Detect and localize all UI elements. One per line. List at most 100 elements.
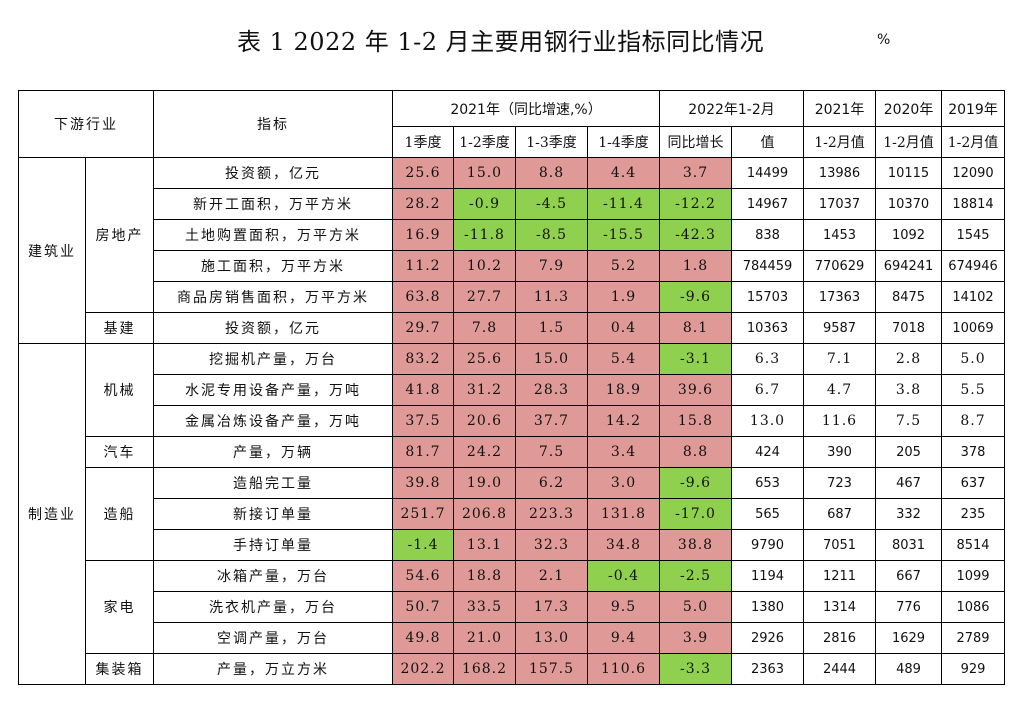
value-cell-v2021: 2816 (803, 622, 877, 654)
value-cell-v2019: 12090 (941, 157, 1006, 189)
growth-cell-q13: 157.5 (515, 653, 588, 685)
value-cell-v2021: 723 (803, 467, 877, 499)
growth-cell-yoy: 5.0 (659, 591, 733, 623)
growth-cell-q13: -4.5 (515, 188, 588, 220)
table-row: 造船 造船完工量 39.8 19.0 6.2 3.0 -9.6 653 723 467 637 (19, 467, 1006, 561)
growth-cell-q12: 7.8 (453, 312, 516, 344)
growth-cell-q13: 17.3 (515, 591, 588, 623)
growth-cell-q14: 3.0 (586, 467, 661, 499)
value-cell-v2020: 332 (875, 498, 943, 530)
growth-cell-q14: -15.5 (586, 219, 661, 251)
growth-cell-q14: 34.8 (586, 529, 661, 561)
growth-cell-yoy: 8.1 (659, 312, 733, 344)
growth-cell-q14: 110.6 (586, 653, 661, 685)
growth-cell-q13: 15.0 (515, 343, 588, 375)
value-cell-v2020: 8475 (875, 281, 943, 313)
value-cell-v2019: 1099 (941, 560, 1006, 592)
table-row: 家电 冰箱产量，万台 54.6 18.8 2.1 -0.4 -2.5 1194 1211 667 1… (19, 560, 1006, 654)
indicator-cell: 洗衣机产量，万台 (153, 591, 393, 623)
table-row: 汽车 产量，万辆 81.7 24.2 7.5 3.4 8.8 424 390 205 378 (19, 436, 1006, 468)
growth-cell-q14: 9.4 (586, 622, 661, 654)
growth-cell-yoy: 3.9 (659, 622, 733, 654)
value-cell-val: 14499 (731, 157, 805, 189)
value-cell-v2020: 489 (875, 653, 943, 685)
growth-cell-q13: 28.3 (515, 374, 588, 406)
indicator-cell: 产量，万立方米 (153, 653, 393, 685)
indicator-cell: 产量，万辆 (153, 436, 393, 468)
value-cell-v2021: 1453 (803, 219, 877, 251)
subcategory-cell: 基建 (85, 312, 154, 344)
value-cell-v2019: 1545 (941, 219, 1006, 251)
indicator-cell: 冰箱产量，万台 (153, 560, 393, 592)
value-cell-v2019: 18814 (941, 188, 1006, 220)
value-cell-v2020: 1092 (875, 219, 943, 251)
growth-cell-q12: 206.8 (453, 498, 516, 530)
value-cell-val: 15703 (731, 281, 805, 313)
growth-cell-q12: 31.2 (453, 374, 516, 406)
indicator-cell: 空调产量，万台 (153, 622, 393, 654)
growth-cell-q1: 49.8 (392, 622, 454, 654)
value-cell-v2021: 4.7 (803, 374, 877, 406)
growth-cell-q14: 0.4 (586, 312, 661, 344)
value-cell-v2020: 7.5 (875, 405, 943, 437)
growth-cell-q12: 27.7 (453, 281, 516, 313)
indicator-cell: 手持订单量 (153, 529, 393, 561)
growth-cell-q13: 2.1 (515, 560, 588, 592)
value-cell-v2020: 694241 (875, 250, 943, 282)
growth-cell-q13: 7.5 (515, 436, 588, 468)
growth-cell-yoy: -3.3 (659, 653, 733, 685)
indicator-cell: 投资额，亿元 (153, 157, 393, 189)
growth-cell-q14: 1.9 (586, 281, 661, 313)
header-val: 值 (731, 126, 805, 158)
growth-cell-q13: 11.3 (515, 281, 588, 313)
header-q14: 1-4季度 (586, 126, 661, 158)
value-cell-val: 6.7 (731, 374, 805, 406)
growth-cell-q12: 13.1 (453, 529, 516, 561)
growth-cell-q14: 4.4 (586, 157, 661, 189)
table-row: 建筑业 房地产 投资额，亿元 25.6 15.0 8.8 4.4 3.7 14499 13986 1… (18, 157, 1006, 344)
growth-cell-q14: 5.2 (586, 250, 661, 282)
growth-cell-q1: 28.2 (392, 188, 454, 220)
table-row: 施工面积，万平方米 11.2 10.2 7.9 5.2 1.8 784459 770629 69… (19, 250, 1006, 282)
header-q1: 1季度 (392, 126, 454, 158)
growth-cell-q13: 1.5 (515, 312, 588, 344)
growth-cell-q13: 37.7 (515, 405, 588, 437)
header-industry: 下游行业 (18, 90, 154, 158)
growth-cell-yoy: -42.3 (659, 219, 733, 251)
growth-cell-q14: 14.2 (586, 405, 661, 437)
growth-cell-q1: 41.8 (392, 374, 454, 406)
value-cell-val: 6.3 (731, 343, 805, 375)
value-cell-v2020: 467 (875, 467, 943, 499)
table-row: 土地购置面积，万平方米 16.9 -11.8 -8.5 -15.5 -42.3 838 145… (19, 219, 1006, 251)
indicator-cell: 投资额，亿元 (153, 312, 393, 344)
header-2019: 2019年 (941, 90, 1006, 127)
indicator-cell: 商品房销售面积，万平方米 (153, 281, 393, 313)
header-val-2021: 1-2月值 (803, 126, 877, 158)
value-cell-v2021: 770629 (803, 250, 877, 282)
growth-cell-yoy: -9.6 (659, 467, 733, 499)
table-row: 手持订单量 -1.4 13.1 32.3 34.8 38.8 9790 7051 8031 851… (19, 529, 1006, 561)
value-cell-v2021: 1211 (803, 560, 877, 592)
indicator-cell: 新开工面积，万平方米 (153, 188, 393, 220)
growth-cell-q12: 168.2 (453, 653, 516, 685)
growth-cell-q1: 63.8 (392, 281, 454, 313)
indicator-cell: 金属冶炼设备产量，万吨 (153, 405, 393, 437)
subcategory-cell: 家电 (85, 560, 154, 654)
value-cell-v2019: 929 (941, 653, 1006, 685)
value-cell-v2020: 205 (875, 436, 943, 468)
value-cell-val: 565 (731, 498, 805, 530)
value-cell-val: 424 (731, 436, 805, 468)
title-text: 表 1 2022 年 1-2 月主要用钢行业指标同比情况 (237, 28, 765, 56)
growth-cell-q13: 223.3 (515, 498, 588, 530)
value-cell-v2019: 14102 (941, 281, 1006, 313)
growth-cell-q1: 25.6 (392, 157, 454, 189)
growth-cell-q14: 131.8 (586, 498, 661, 530)
value-cell-v2021: 17363 (803, 281, 877, 313)
growth-cell-q13: 6.2 (515, 467, 588, 499)
value-cell-val: 13.0 (731, 405, 805, 437)
value-cell-v2020: 667 (875, 560, 943, 592)
growth-cell-q1: 39.8 (392, 467, 454, 499)
table-row: 基建 投资额，亿元 29.7 7.8 1.5 0.4 8.1 10363 9587 7018 100… (19, 312, 1006, 344)
growth-cell-q12: 33.5 (453, 591, 516, 623)
value-cell-v2019: 10069 (941, 312, 1006, 344)
